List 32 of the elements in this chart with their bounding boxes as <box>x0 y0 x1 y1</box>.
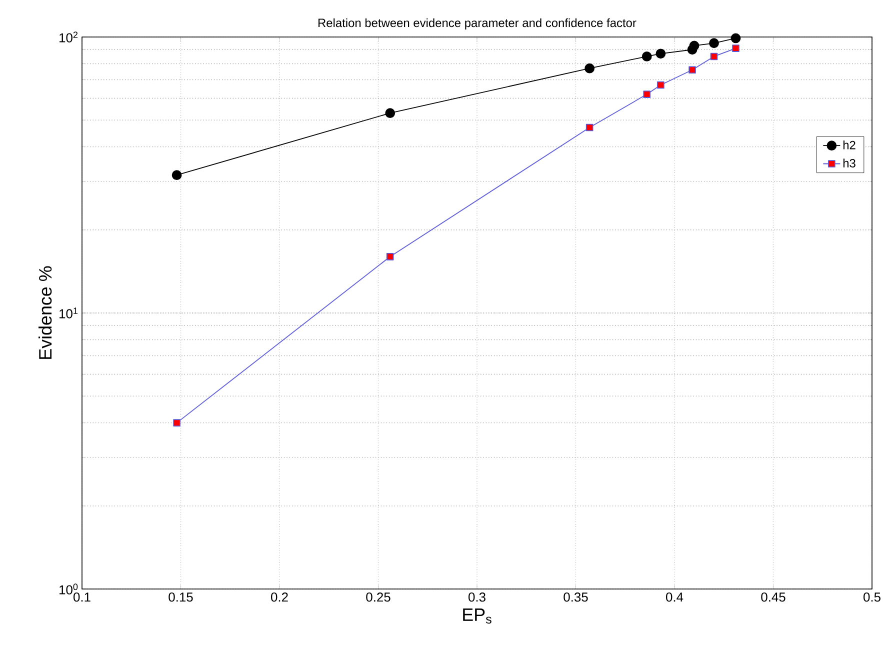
point <box>657 81 664 89</box>
x-tick-label: 0.35 <box>564 592 588 602</box>
x-tick-label: 0.3 <box>468 592 486 602</box>
point <box>642 52 652 62</box>
x-axis-title: EP$_{s}$ <box>463 608 492 624</box>
point <box>688 66 696 74</box>
point <box>173 419 180 426</box>
point <box>732 44 740 52</box>
x-tick-label: 0.1 <box>74 592 90 602</box>
legend-label: h3 <box>843 158 856 168</box>
point <box>656 48 666 59</box>
point <box>643 90 651 98</box>
x-tick-label: 0.5 <box>864 592 880 602</box>
point <box>709 38 719 48</box>
x-tick-label: 0.4 <box>666 592 684 602</box>
point <box>584 63 595 74</box>
point <box>689 40 700 51</box>
x-tick-label: 0.45 <box>761 592 786 602</box>
x-tick-label: 0.25 <box>366 592 390 602</box>
y-axis-title: Evidence % <box>38 266 52 359</box>
y-tick-label: 10$^{1}$ <box>60 308 78 318</box>
point <box>586 124 594 132</box>
chart-title: Relation between evidence parameter and confidence factor <box>318 18 636 30</box>
point <box>172 170 182 180</box>
point <box>710 52 718 60</box>
legend-label: h2 <box>843 140 856 150</box>
x-tick-label: 0.15 <box>168 592 193 602</box>
y-tick-label: 10$^{2}$ <box>60 32 78 42</box>
point <box>385 108 396 118</box>
point <box>386 253 394 260</box>
point <box>730 33 741 44</box>
x-tick-label: 0.2 <box>271 592 288 602</box>
